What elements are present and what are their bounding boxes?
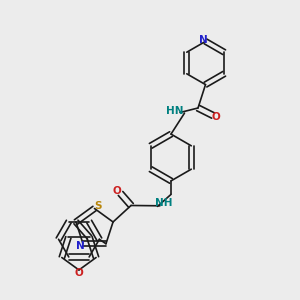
Text: S: S xyxy=(94,201,102,211)
Text: O: O xyxy=(112,186,121,196)
Text: N: N xyxy=(199,35,208,45)
Text: NH: NH xyxy=(155,198,173,208)
Text: O: O xyxy=(75,268,83,278)
Text: O: O xyxy=(212,112,220,122)
Text: HN: HN xyxy=(166,106,183,116)
Text: N: N xyxy=(76,241,84,251)
